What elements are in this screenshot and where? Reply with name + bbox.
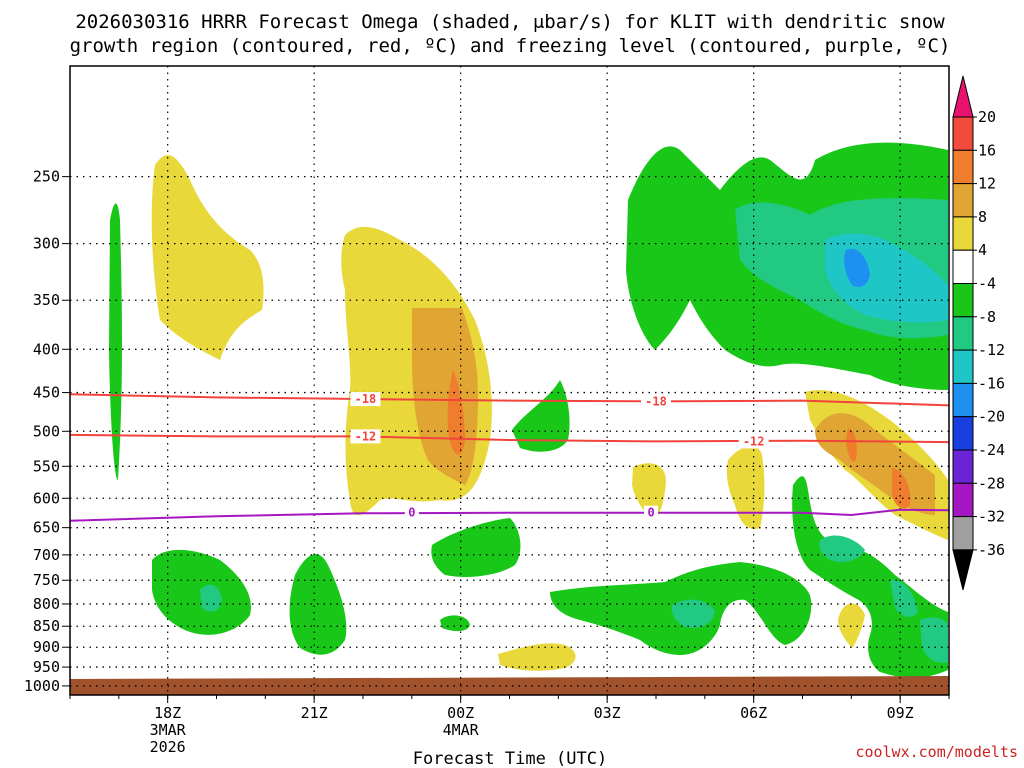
colorbar-segment [952, 183, 974, 218]
omega-region-08z-upper-max [844, 248, 870, 287]
colorbar-segment [952, 516, 974, 551]
contour-label: 0 [408, 506, 415, 520]
y-tick-label: 400 [33, 340, 60, 358]
omega-region-06z-small [726, 445, 765, 530]
y-tick-label: 700 [33, 546, 60, 564]
omega-region-04z-low-core [671, 599, 715, 628]
colorbar-tick-label: 4 [978, 241, 987, 259]
colorbar-tick-label: -36 [978, 541, 1005, 559]
y-tick-label: 500 [33, 422, 60, 440]
omega-shading-negative [109, 142, 948, 678]
omega-region-0030-small [440, 615, 470, 632]
colorbar-tick-label: -16 [978, 374, 1005, 392]
contour-label-bg [738, 434, 769, 449]
y-tick-label: 900 [33, 638, 60, 656]
colorbar-tick-label: -28 [978, 474, 1005, 492]
x-date-label: 4MAR [443, 721, 480, 739]
omega-region-17z-column [109, 203, 122, 480]
colorbar-segment [952, 316, 974, 351]
omega-region-00z-low [431, 518, 521, 577]
colorbar-segment [952, 283, 974, 318]
y-tick-label: 800 [33, 595, 60, 613]
colorbar-segment [952, 449, 974, 484]
chart-title-line2: growth region (contoured, red, ºC) and f… [70, 35, 951, 57]
y-tick-label: 550 [33, 457, 60, 475]
y-axis: 250 300 350 400 450 500 550 600 650 700 750 800 850 9… [24, 168, 70, 695]
y-tick-label: 600 [33, 489, 60, 507]
x-tick-label: 00Z [447, 704, 474, 722]
colorbar-tick-label: -8 [978, 308, 996, 326]
contour-label-bg [641, 394, 671, 409]
omega-region-08z-max [846, 428, 857, 462]
x-tick-label: 03Z [594, 704, 621, 722]
colorbar-bottom-arrow [952, 549, 974, 591]
grid [70, 66, 949, 695]
colorbar-segment [952, 349, 974, 384]
omega-region-00z-max [447, 370, 465, 455]
colorbar-segment [952, 249, 974, 284]
colorbar-tick-label: 20 [978, 108, 996, 126]
x-tick-label: 06Z [740, 704, 767, 722]
colorbar-tick-label: 16 [978, 141, 996, 159]
colorbar-segment [952, 216, 974, 251]
contour-labels: -18 -18 -12 -12 0 0 [350, 392, 769, 520]
colorbar-segment [952, 416, 974, 451]
y-tick-label: 950 [33, 658, 60, 676]
y-tick-label: 450 [33, 384, 60, 402]
y-tick-label: 350 [33, 291, 60, 309]
x-date-label: 2026 [150, 738, 186, 756]
omega-region-0830-low-core [890, 579, 918, 617]
credit-text: coolwx.com/modelts [855, 743, 1018, 761]
contour-label: -18 [355, 392, 377, 406]
x-tick-label: 09Z [887, 704, 914, 722]
y-tick-label: 1000 [24, 677, 60, 695]
omega-region-18z-low-core [200, 584, 222, 612]
omega-region-01z-mid [512, 380, 570, 452]
plot-area: -18 -18 -12 -12 0 0 [69, 65, 950, 696]
colorbar: 20 16 12 8 4 -4 -8 -12 -16 -20 -24 -28 -32 -36 [952, 75, 1005, 591]
omega-region-09z-low-core [920, 617, 948, 663]
colorbar-tick-label: 12 [978, 175, 996, 193]
y-tick-label: 650 [33, 519, 60, 537]
colorbar-top-arrow [952, 75, 974, 118]
y-tick-label: 250 [33, 168, 60, 186]
chart-title-line1: 2026030316 HRRR Forecast Omega (shaded, … [75, 11, 945, 33]
contour-line--12 [69, 433, 950, 444]
omega-region-18z-upper [151, 155, 264, 360]
x-date-label: 3MAR [150, 721, 187, 739]
colorbar-tick-label: -4 [978, 275, 996, 293]
y-tick-label: 300 [33, 235, 60, 253]
x-axis-label: Forecast Time (UTC) [413, 749, 607, 768]
colorbar-tick-label: -24 [978, 441, 1005, 459]
colorbar-segment [952, 149, 974, 185]
y-tick-label: 750 [33, 571, 60, 589]
colorbar-segment [952, 482, 974, 518]
omega-region-0630-low [792, 476, 948, 678]
x-tick-label: 18Z [154, 704, 181, 722]
colorbar-tick-label: -20 [978, 408, 1005, 426]
colorbar-segment [952, 116, 974, 151]
contour-label-bg [644, 505, 659, 520]
omega-region-0830-low [838, 603, 865, 648]
contour-label-bg [350, 392, 381, 407]
contour-label: -12 [355, 429, 377, 443]
contour-label-bg [404, 505, 419, 520]
colorbar-segment [952, 382, 974, 418]
colorbar-tick-label: -32 [978, 508, 1005, 526]
colorbar-tick-label: 8 [978, 208, 987, 226]
contour-line--18 [69, 393, 950, 407]
colorbar-tick-label: -12 [978, 341, 1005, 359]
y-tick-label: 850 [33, 617, 60, 635]
contour-label: -12 [743, 434, 765, 448]
contour-label: -18 [645, 394, 667, 408]
ground-surface [70, 676, 949, 695]
omega-region-01z-low [498, 643, 576, 671]
x-tick-label: 21Z [301, 704, 328, 722]
contour-label: 0 [647, 506, 654, 520]
contour-label-bg [350, 429, 381, 444]
